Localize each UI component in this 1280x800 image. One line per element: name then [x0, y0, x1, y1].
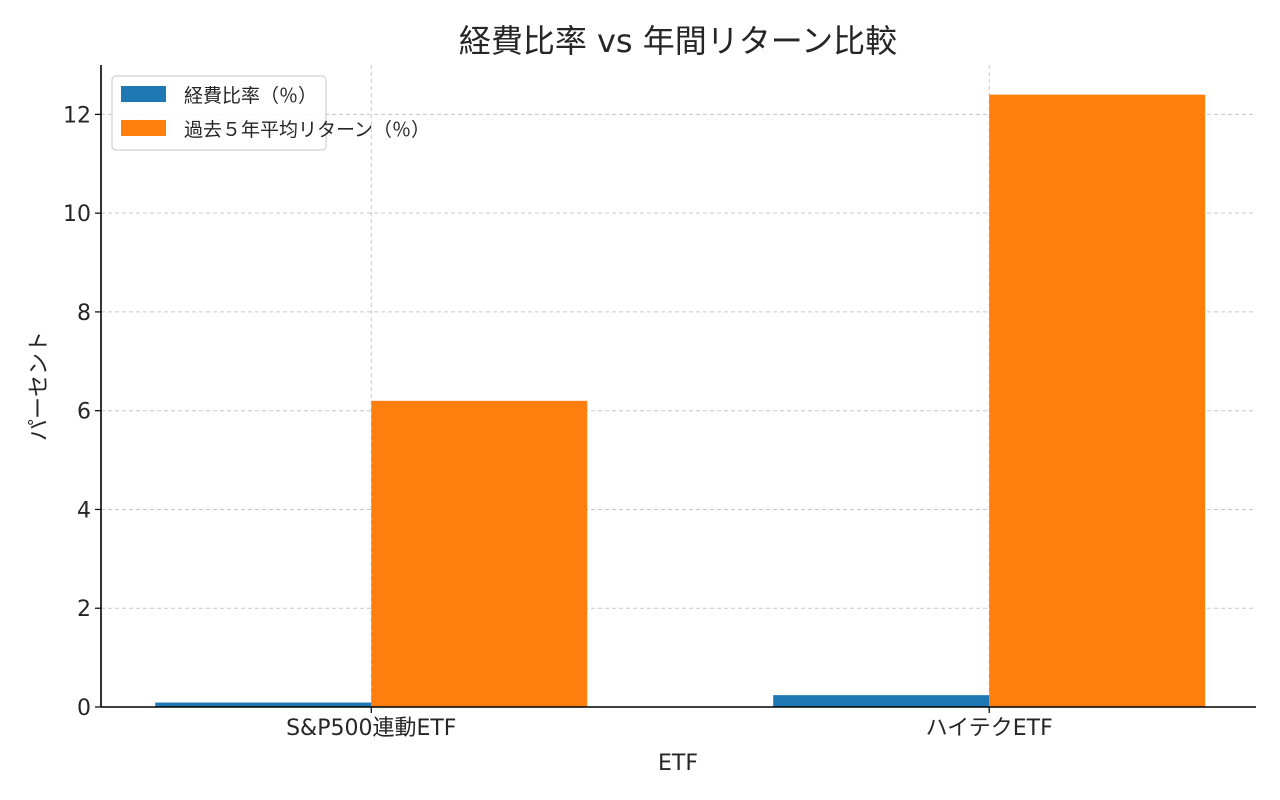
y-tick-label: 4 — [77, 498, 91, 523]
y-axis-label: パーセント — [27, 331, 52, 441]
bar-avg-return-0 — [371, 400, 588, 707]
y-tick-label: 10 — [63, 202, 91, 227]
legend-label-0: 経費比率（％） — [184, 85, 317, 107]
bar-avg-return-1 — [989, 94, 1206, 708]
y-tick-label: 2 — [77, 597, 91, 622]
bars-layer — [155, 94, 1206, 708]
y-tick-label: 6 — [77, 400, 91, 425]
x-axis-label: ETF — [658, 751, 698, 776]
x-ticks: S&P500連動ETF ハイテクETF — [286, 707, 1053, 741]
legend-swatch-1 — [121, 120, 166, 136]
legend: 経費比率（％） 過去５年平均リターン（％） — [111, 75, 430, 151]
y-tick-label: 0 — [77, 696, 91, 721]
x-tick-label: ハイテクETF — [926, 716, 1053, 741]
y-ticks: 0 2 4 6 8 10 12 — [63, 103, 101, 721]
chart-title: 経費比率 vs 年間リターン比較 — [459, 22, 897, 60]
bar-expense-ratio-1 — [773, 695, 990, 707]
y-tick-label: 12 — [63, 103, 91, 128]
legend-swatch-0 — [121, 86, 166, 102]
y-tick-label: 8 — [77, 301, 91, 326]
bar-expense-ratio-0 — [155, 702, 372, 707]
legend-label-1: 過去５年平均リターン（％） — [184, 119, 430, 141]
x-tick-label: S&P500連動ETF — [286, 716, 456, 741]
